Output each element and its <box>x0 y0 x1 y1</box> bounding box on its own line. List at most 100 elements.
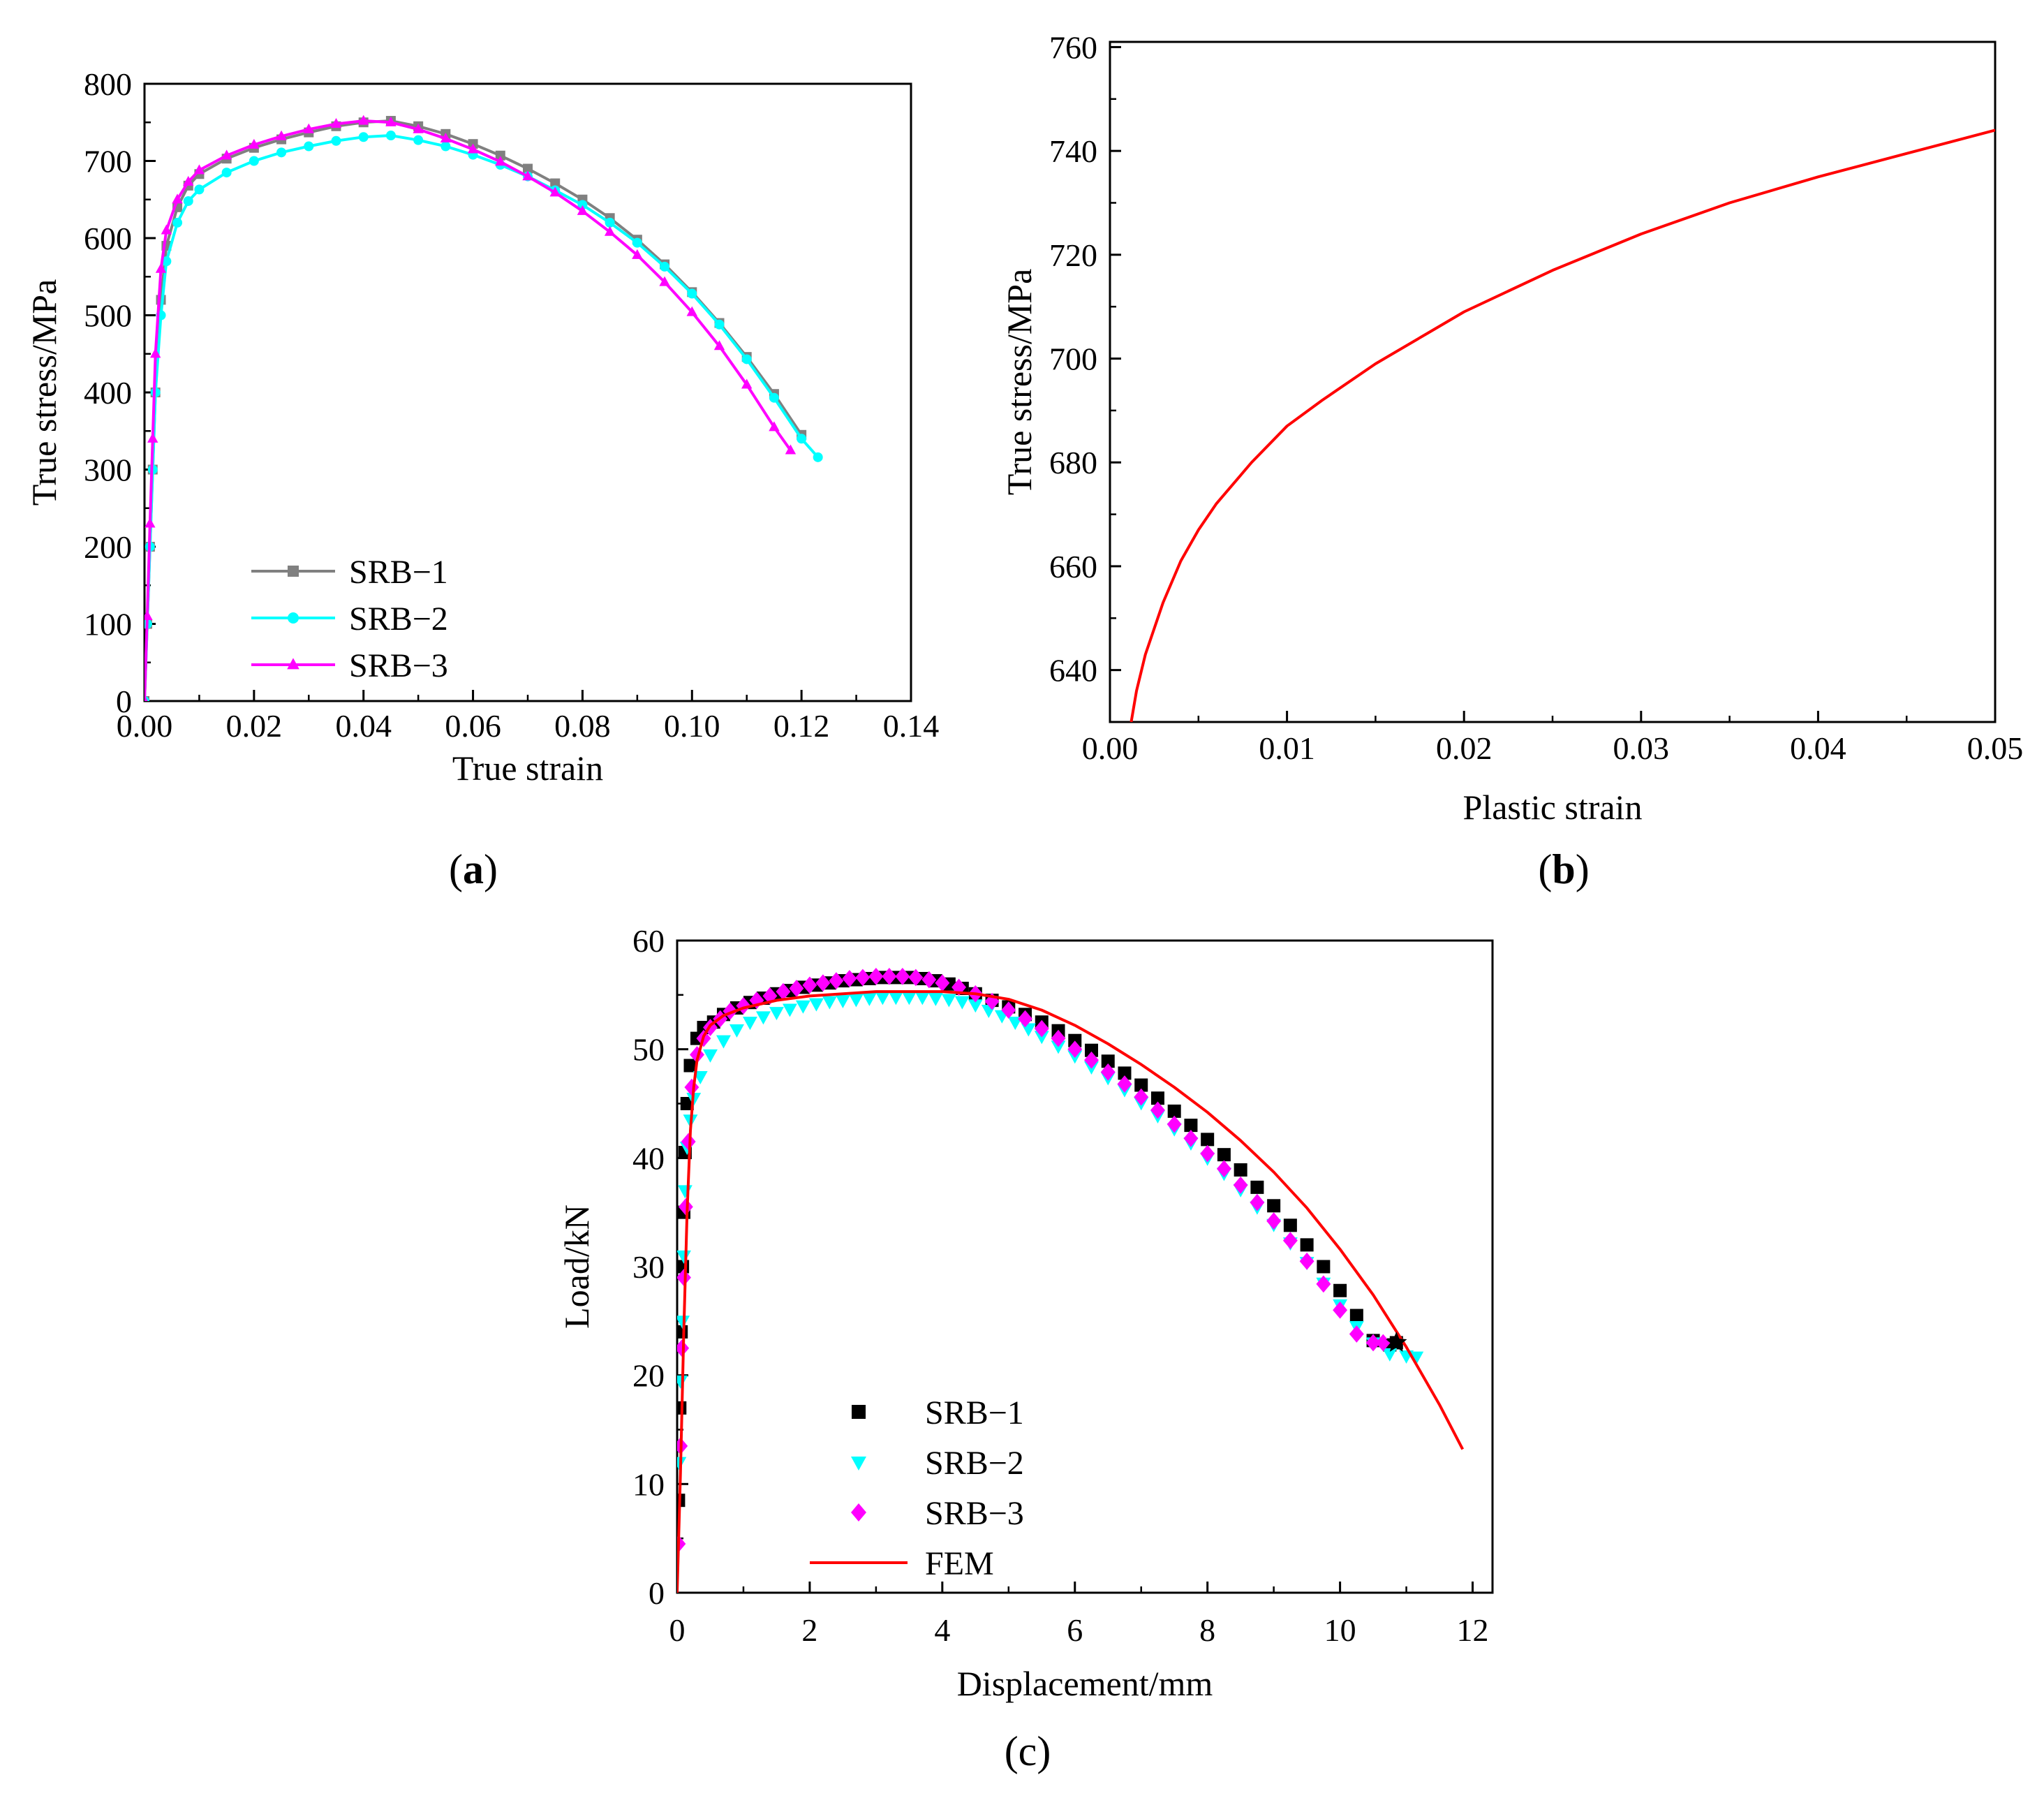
y-tick-label: 760 <box>1049 29 1097 65</box>
y-axis-label: True stress/MPa <box>24 279 64 506</box>
data-point <box>522 170 533 181</box>
data-point <box>440 133 452 143</box>
y-tick-label: 500 <box>84 298 132 334</box>
y-tick-label: 30 <box>632 1249 665 1285</box>
legend-label: SRB−3 <box>925 1495 1024 1532</box>
y-tick-label: 740 <box>1049 133 1097 169</box>
data-point <box>304 141 314 152</box>
data-point <box>835 995 850 1009</box>
data-point <box>848 994 864 1008</box>
data-point <box>1034 1019 1049 1038</box>
data-point <box>577 205 588 215</box>
legend-item: SRB−1 <box>251 554 448 591</box>
y-tick-label: 200 <box>84 529 132 565</box>
y-tick-label: 700 <box>84 144 132 179</box>
data-point <box>358 132 369 142</box>
legend-marker <box>851 1503 866 1521</box>
data-point <box>1375 1334 1391 1352</box>
legend-label: SRB−3 <box>349 647 448 684</box>
data-point <box>1349 1309 1363 1322</box>
legend-marker <box>288 566 299 577</box>
series-SRB−2 <box>677 992 1424 1471</box>
y-tick-label: 10 <box>632 1466 665 1502</box>
y-tick-label: 20 <box>632 1358 665 1394</box>
data-point <box>1250 1193 1265 1211</box>
data-point <box>1134 1088 1149 1106</box>
data-point <box>901 992 917 1005</box>
data-point <box>855 968 871 987</box>
panel-label-open: ( <box>449 846 463 892</box>
data-point <box>1084 1043 1098 1057</box>
x-tick-label: 0.02 <box>226 708 283 744</box>
series-curve <box>1130 128 1995 722</box>
data-point <box>677 1401 687 1415</box>
data-point <box>1217 1148 1231 1162</box>
data-point <box>1034 1031 1049 1045</box>
y-tick-label: 680 <box>1049 445 1097 480</box>
data-point <box>1216 1160 1231 1178</box>
data-point <box>1317 1260 1331 1274</box>
legend-label: SRB−1 <box>925 1394 1024 1431</box>
data-point <box>632 249 643 259</box>
data-point <box>741 378 753 389</box>
star-annotation <box>1386 1332 1407 1352</box>
data-point <box>550 178 561 189</box>
panel-b: 0.00 0.01 0.02 0.03 0.04 0.05 640 660 680 700 720 7… <box>1000 29 2023 892</box>
data-point <box>769 1007 784 1021</box>
plot-frame <box>1109 40 1997 723</box>
data-point <box>1184 1119 1198 1133</box>
data-point <box>1250 1180 1264 1194</box>
y-tick-label: 640 <box>1049 653 1097 688</box>
data-point <box>730 1024 744 1038</box>
data-point <box>1167 1104 1181 1118</box>
x-tick-label: 0.04 <box>1790 730 1846 766</box>
y-tick-label: 40 <box>632 1140 665 1176</box>
data-point <box>194 184 205 195</box>
y-tick-label: 660 <box>1049 549 1097 584</box>
data-point <box>677 1185 693 1199</box>
data-point <box>928 992 943 1006</box>
data-point <box>155 263 167 273</box>
x-tick-label: 0.02 <box>1436 730 1493 766</box>
panel-label: (b) <box>1538 846 1589 892</box>
y-tick-label: 700 <box>1049 341 1097 377</box>
data-point <box>802 976 817 994</box>
data-point <box>183 175 194 186</box>
panel-label: (a) <box>449 846 498 892</box>
data-point <box>1183 1129 1199 1147</box>
data-point <box>330 118 342 128</box>
data-point <box>1134 1078 1148 1092</box>
data-point <box>703 1049 718 1063</box>
data-point <box>1084 1051 1099 1069</box>
data-point <box>680 1097 694 1110</box>
data-point <box>1299 1252 1314 1270</box>
data-point <box>782 1003 797 1017</box>
data-point <box>875 992 890 1005</box>
data-point <box>769 392 779 403</box>
x-tick-label: 12 <box>1457 1612 1489 1648</box>
x-tick-label: 0.03 <box>1613 730 1670 766</box>
series-line <box>145 134 820 701</box>
series-SRB−3 <box>677 968 1391 1553</box>
data-point <box>1118 1066 1132 1080</box>
legend-marker <box>288 612 299 624</box>
data-point <box>495 150 505 161</box>
data-point <box>749 992 764 1009</box>
data-point <box>1100 1063 1116 1081</box>
legend-item: SRB−3 <box>251 647 448 684</box>
x-tick-label: 8 <box>1199 1612 1215 1648</box>
data-point <box>693 1070 708 1084</box>
data-point <box>1067 1040 1083 1059</box>
data-point <box>984 992 1000 1010</box>
panel-label-open: ( <box>1005 1728 1019 1774</box>
data-point <box>1267 1199 1281 1213</box>
data-point <box>678 1198 693 1216</box>
data-point <box>249 156 259 166</box>
data-point <box>1283 1218 1297 1232</box>
data-point <box>605 217 615 228</box>
x-tick-label: 0.14 <box>883 708 940 744</box>
data-point <box>1167 1115 1182 1133</box>
data-point <box>686 306 697 316</box>
data-point <box>1101 1054 1115 1068</box>
